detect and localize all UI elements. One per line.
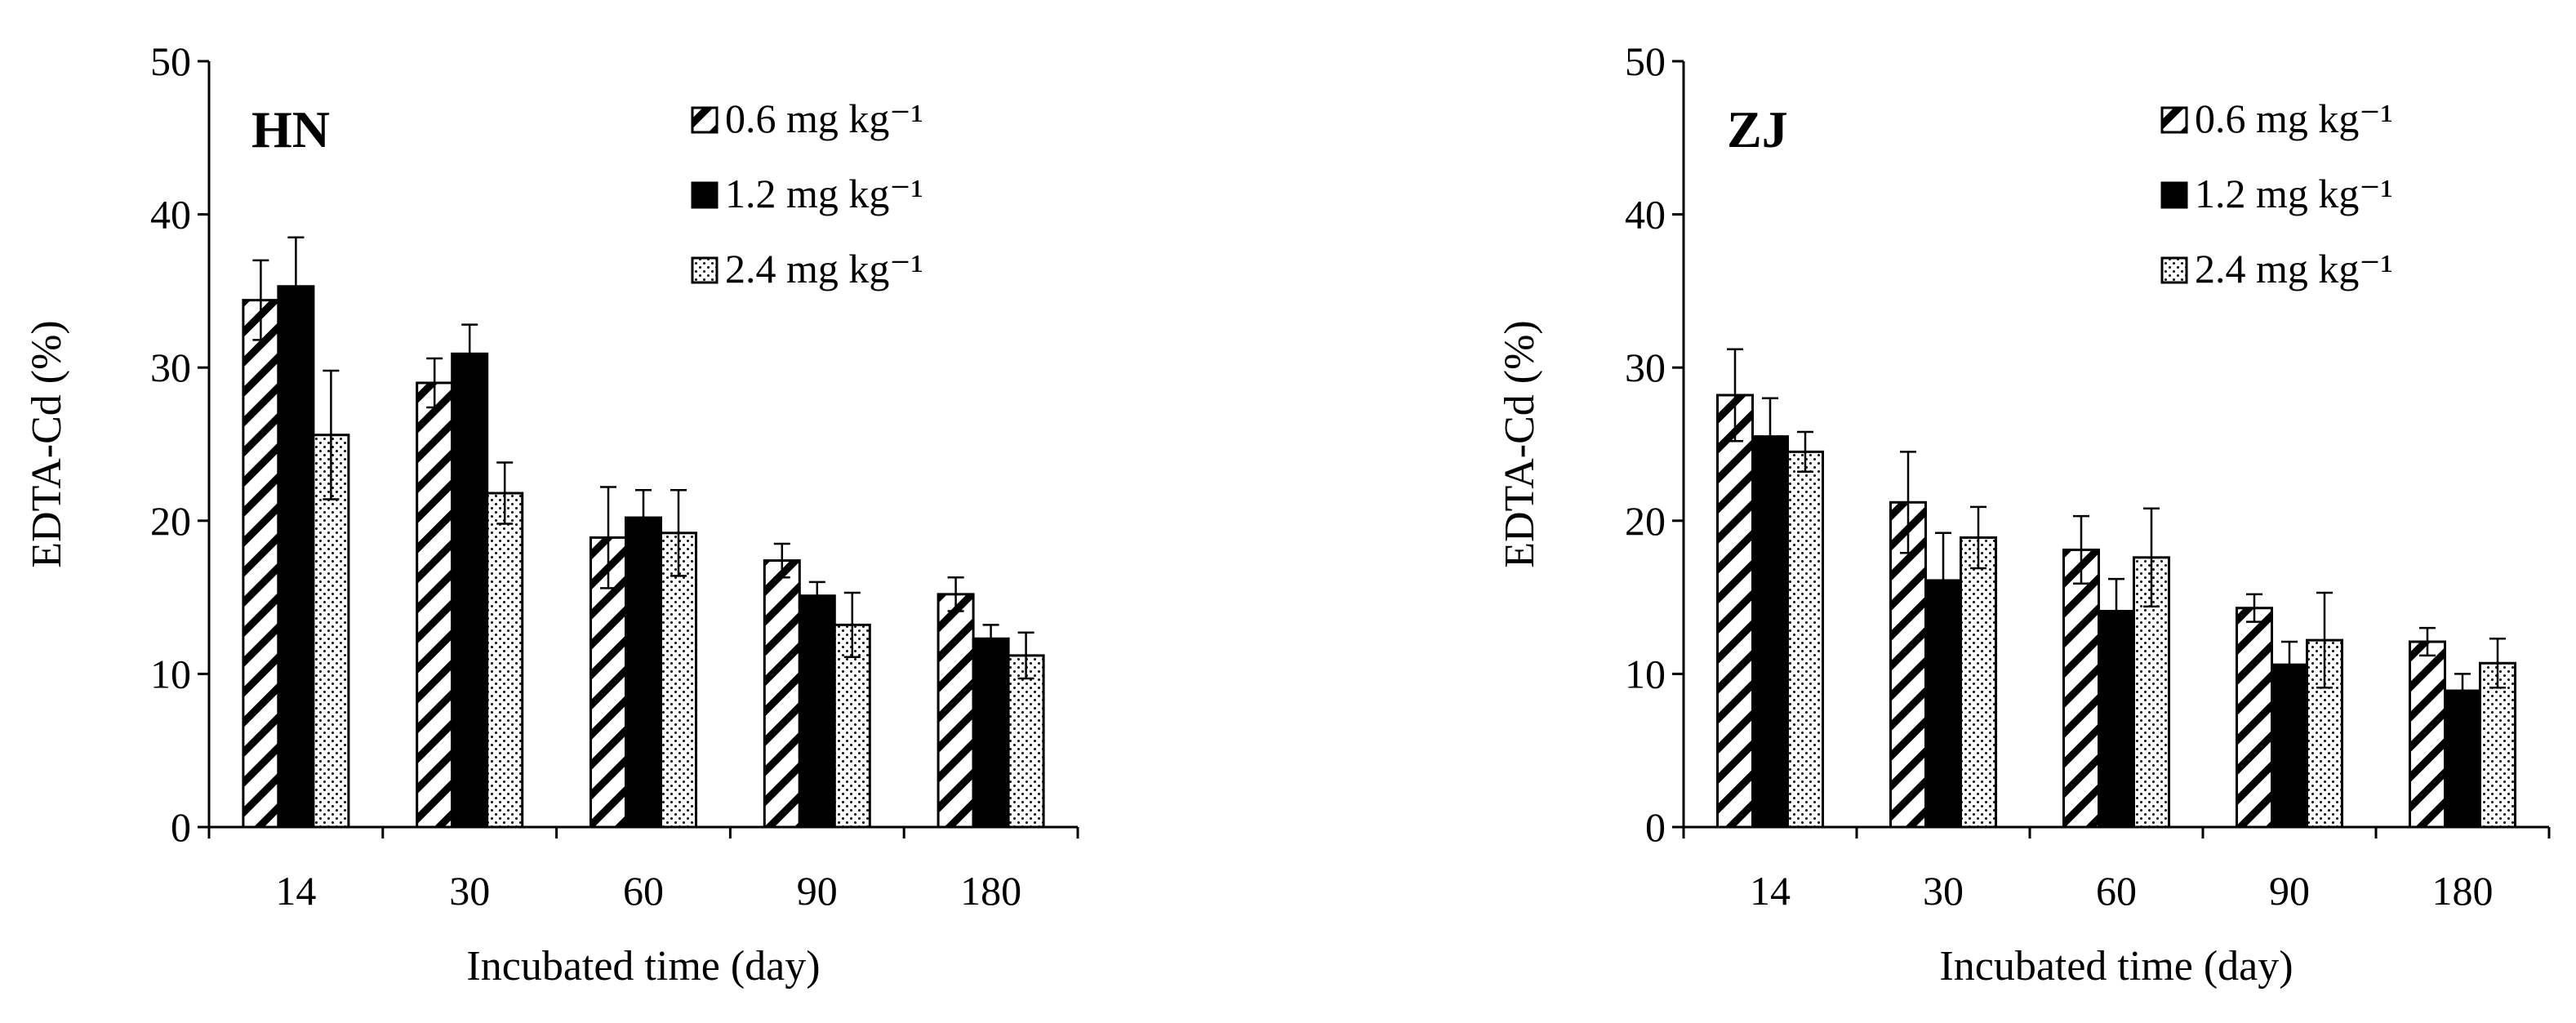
legend-swatch-dots <box>691 256 719 284</box>
bar-zj-180-series-2 <box>2444 689 2481 829</box>
y-tick-label: 50 <box>150 38 191 84</box>
x-axis-label: Incubated time (day) <box>1939 943 2293 990</box>
bar-hn-14-series-2 <box>277 285 315 829</box>
chart-panel-zj: 14 30 60 90 180 0 10 20 30 40 50 EDTA-Cd (%) Incubat… <box>1497 38 2551 990</box>
legend-label: 0.6 mg kg⁻¹ <box>2195 96 2393 141</box>
bar-hn-30-series-1 <box>416 381 454 829</box>
x-tick-label: 30 <box>449 868 490 914</box>
x-tick-label: 180 <box>2432 868 2494 914</box>
y-tick-label: 10 <box>1625 651 1666 696</box>
bar-zj-14-series-3 <box>1786 450 1824 829</box>
x-tick-label: 60 <box>623 868 664 914</box>
y-tick-label: 30 <box>150 345 191 390</box>
legend-swatch-dots <box>2160 256 2188 284</box>
y-tick-label: 50 <box>1625 38 1666 84</box>
bar-zj-90-series-2 <box>2271 663 2308 829</box>
bar-hn-60-series-3 <box>660 532 697 829</box>
bar-zj-14-series-1 <box>1716 394 1754 829</box>
bar-zj-90-series-1 <box>2236 607 2273 829</box>
bar-hn-180-series-2 <box>972 637 1010 829</box>
legend-label: 1.2 mg kg⁻¹ <box>2195 171 2393 216</box>
bar-zj-60-series-2 <box>2098 609 2135 829</box>
x-tick-label: 14 <box>1750 868 1791 914</box>
bar-hn-180-series-1 <box>937 593 975 829</box>
panel-title: ZJ <box>1727 100 1788 158</box>
y-tick-label: 10 <box>150 651 191 696</box>
bar-zj-180-series-3 <box>2479 661 2516 829</box>
bar-zj-30-series-1 <box>1889 500 1927 829</box>
legend-label: 2.4 mg kg⁻¹ <box>725 246 923 291</box>
legend-swatch-solid <box>2160 181 2188 209</box>
bar-hn-14-series-1 <box>242 299 280 829</box>
y-tick-label: 0 <box>1645 804 1666 850</box>
bar-hn-90-series-1 <box>763 559 801 829</box>
bar-zj-180-series-1 <box>2409 640 2446 829</box>
x-tick-label: 180 <box>960 868 1021 914</box>
y-tick-label: 0 <box>171 804 191 850</box>
legend-swatch-hatch <box>691 106 719 134</box>
bar-hn-30-series-3 <box>486 491 524 829</box>
x-axis-label: Incubated time (day) <box>466 943 820 990</box>
bar-zj-60-series-1 <box>2062 548 2100 829</box>
bar-hn-30-series-2 <box>451 352 489 829</box>
legend-label: 0.6 mg kg⁻¹ <box>725 96 923 141</box>
y-tick-label: 20 <box>150 498 191 544</box>
legend-label: 1.2 mg kg⁻¹ <box>725 171 923 216</box>
x-tick-label: 60 <box>2096 868 2137 914</box>
legend-swatch-solid <box>691 181 719 209</box>
bar-hn-90-series-2 <box>798 594 836 829</box>
y-tick-label: 40 <box>1625 192 1666 238</box>
y-tick-label: 30 <box>1625 345 1666 390</box>
legend: 0.6 mg kg⁻¹ 1.2 mg kg⁻¹ 2.4 mg kg⁻¹ <box>691 96 923 291</box>
x-tick-label: 90 <box>2269 868 2310 914</box>
panel-title: HN <box>251 100 330 158</box>
x-tick-label: 30 <box>1923 868 1964 914</box>
legend-label: 2.4 mg kg⁻¹ <box>2195 246 2393 291</box>
legend: 0.6 mg kg⁻¹ 1.2 mg kg⁻¹ 2.4 mg kg⁻¹ <box>2160 96 2393 291</box>
y-tick-label: 20 <box>1625 498 1666 544</box>
chart-panel-hn: 14 30 60 90 180 0 10 20 30 40 50 EDTA-Cd (%) Incubat… <box>24 38 1079 990</box>
bar-zj-30-series-3 <box>1960 536 1997 829</box>
x-tick-label: 90 <box>797 868 838 914</box>
x-tick-label: 14 <box>275 868 316 914</box>
y-axis-label: EDTA-Cd (%) <box>1497 320 1543 567</box>
legend-swatch-hatch <box>2160 106 2188 134</box>
bar-zj-14-series-2 <box>1751 435 1789 829</box>
bar-hn-180-series-3 <box>1007 654 1045 829</box>
bar-hn-60-series-2 <box>625 516 662 829</box>
y-axis-label: EDTA-Cd (%) <box>24 320 70 567</box>
y-tick-label: 40 <box>150 192 191 238</box>
